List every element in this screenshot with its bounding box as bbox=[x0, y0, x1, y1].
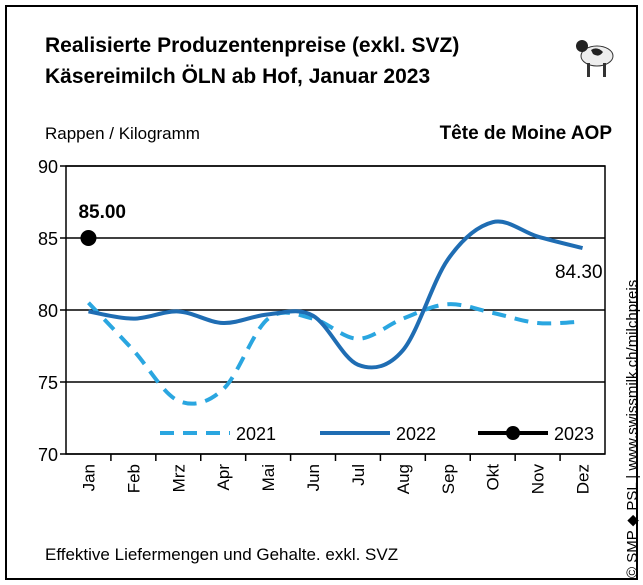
y-axis-label: Rappen / Kilogramm bbox=[45, 124, 200, 143]
x-tick-label: Dez bbox=[574, 464, 593, 494]
legend-marker bbox=[506, 426, 520, 440]
x-tick-label: Nov bbox=[529, 464, 548, 495]
source: © SMP ◆ PSL | www.swissmilk.ch/milchprei… bbox=[624, 280, 641, 578]
y-tick-label: 70 bbox=[38, 445, 58, 465]
value-label: 85.00 bbox=[78, 202, 126, 223]
y-tick-label: 75 bbox=[38, 373, 58, 393]
legend-label: 2021 bbox=[236, 424, 276, 444]
legend-label: 2023 bbox=[554, 424, 594, 444]
data-point bbox=[80, 230, 96, 246]
x-tick-label: Jul bbox=[349, 464, 368, 486]
x-tick-label: Jan bbox=[79, 464, 98, 491]
chart: Realisierte Produzentenpreise (exkl. SVZ… bbox=[0, 0, 643, 585]
x-tick-label: Mrz bbox=[169, 464, 188, 492]
x-tick-label: Feb bbox=[124, 464, 143, 493]
value-label: 84.30 bbox=[555, 262, 603, 283]
x-tick-label: Mai bbox=[259, 464, 278, 491]
x-tick-label: Apr bbox=[214, 464, 233, 491]
legend-label: 2022 bbox=[396, 424, 436, 444]
y-tick-label: 80 bbox=[38, 301, 58, 321]
y-tick-label: 85 bbox=[38, 229, 58, 249]
x-tick-label: Sep bbox=[439, 464, 458, 494]
product-label: Tête de Moine AOP bbox=[440, 123, 613, 144]
x-tick-label: Okt bbox=[484, 464, 503, 491]
x-tick-label: Jun bbox=[304, 464, 323, 491]
footnote: Effektive Liefermengen und Gehalte. exkl… bbox=[45, 545, 398, 564]
x-tick-label: Aug bbox=[394, 464, 413, 494]
y-tick-label: 90 bbox=[38, 157, 58, 177]
chart-subtitle: Käsereimilch ÖLN ab Hof, Januar 2023 bbox=[45, 65, 430, 88]
chart-title: Realisierte Produzentenpreise (exkl. SVZ… bbox=[45, 34, 459, 57]
